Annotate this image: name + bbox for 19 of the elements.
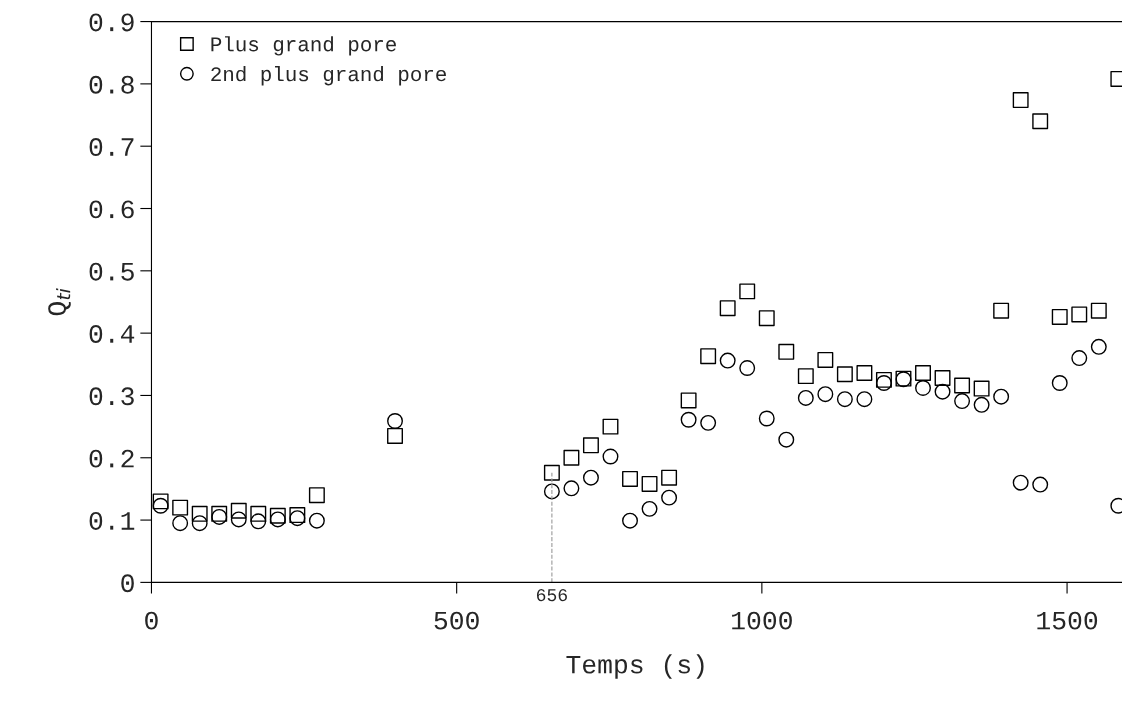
y-tick-label: 0.2 [89,449,134,468]
x-tick-label: 500 [434,611,479,630]
y-tick-label: 0.8 [89,75,134,94]
y-tick-label: 0.9 [89,13,134,32]
legend-label: 2nd plus grand pore [211,65,446,86]
x-axis-title: Temps (s) [566,654,704,679]
x-tick-label: 1000 [732,611,792,630]
y-tick-label: 0.3 [89,387,134,406]
legend-label: Plus grand pore [211,36,396,56]
y-tick-label: 0 [121,574,134,593]
y-tick-label: 0.1 [89,511,135,530]
y-tick-label: 0.7 [89,138,134,157]
y-tick-label: 0.6 [89,200,134,219]
y-axis-title: Q$_{ti}$ [48,288,71,316]
ref-line-label: 656 [536,588,567,602]
x-tick-label: 0 [145,611,158,630]
x-tick-label: 1500 [1037,611,1098,630]
y-tick-label: 0.4 [89,325,135,343]
y-tick-label: 0.5 [89,262,134,281]
